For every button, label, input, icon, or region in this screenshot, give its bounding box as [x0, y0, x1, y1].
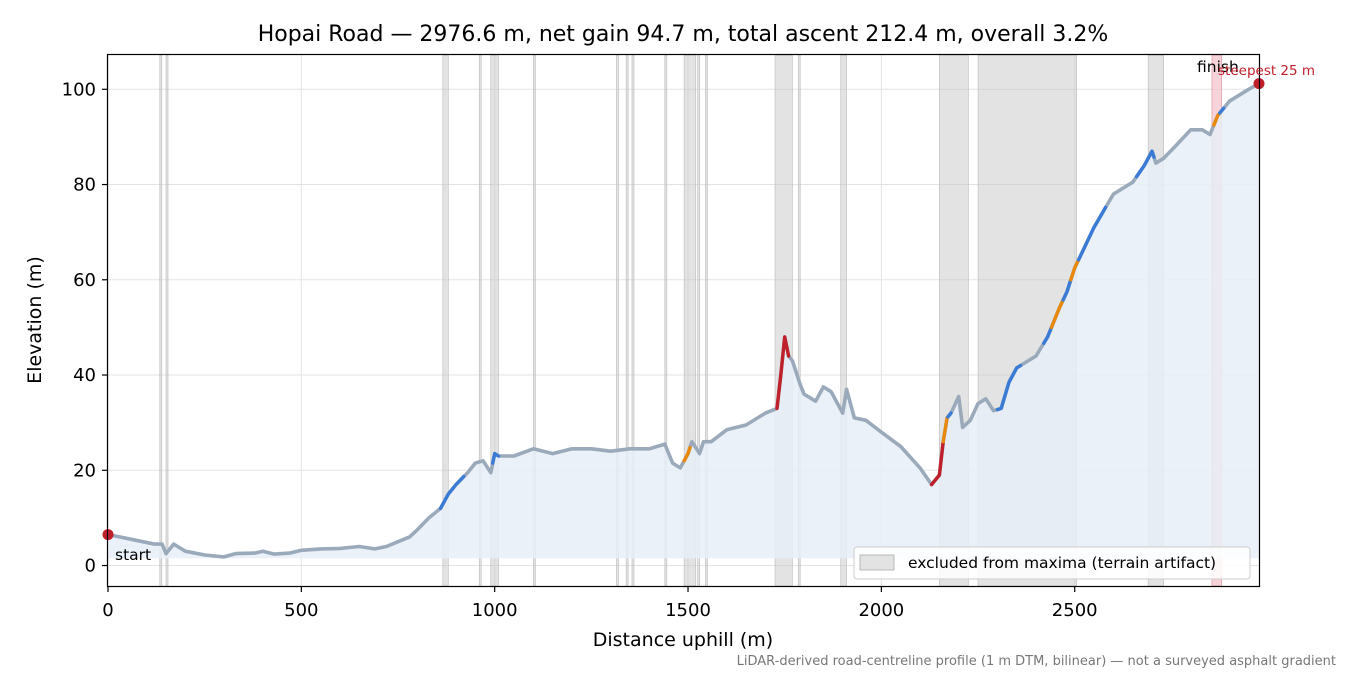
gradient-segment-moderate [1042, 325, 1054, 345]
y-tick-label: 0 [85, 556, 96, 577]
gradient-segment-moderate [1076, 205, 1108, 262]
x-tick-label: 2500 [1052, 600, 1098, 621]
y-tick-label: 40 [73, 365, 96, 386]
gradient-segment-steep [682, 446, 692, 463]
excluded-band [159, 54, 163, 587]
legend-swatch [859, 554, 895, 571]
x-axis-ticks: 0 500 1000 1500 2000 2500 [102, 586, 1098, 621]
gradient-segments [438, 106, 1226, 511]
y-tick-label: 60 [73, 270, 96, 291]
gradient-segment-moderate [1134, 156, 1150, 179]
y-axis-label: Elevation (m) [24, 256, 46, 384]
legend-label: excluded from maxima (terrain artifact) [908, 554, 1216, 572]
gradient-segment-moderate [491, 451, 501, 465]
x-tick-label: 1000 [472, 600, 518, 621]
gradient-segment-moderate [438, 474, 466, 511]
gradient-segment-very-steep [929, 440, 945, 487]
chart-title: Hopai Road — 2976.6 m, net gain 94.7 m, … [258, 22, 1109, 47]
plot-frame [106, 53, 1261, 588]
excluded-band [165, 54, 169, 587]
start-annotation: start [115, 546, 151, 564]
footnote: LiDAR-derived road-centreline profile (1… [737, 654, 1336, 669]
gradient-segment-steep [1049, 298, 1065, 330]
y-tick-label: 100 [62, 79, 96, 100]
gradient-segment-very-steep [775, 335, 791, 411]
gradient-segment-steep [1069, 258, 1081, 282]
x-tick-label: 1500 [665, 600, 711, 621]
y-tick-label: 20 [73, 460, 96, 481]
x-tick-label: 0 [102, 600, 113, 621]
y-axis-ticks: 0 20 40 60 80 100 [62, 79, 108, 577]
finish-annotation: finish [1197, 58, 1239, 76]
legend-box [853, 546, 1251, 580]
gradient-segment-moderate [995, 363, 1023, 412]
steepest-annotation: steepest 25 m [1218, 63, 1315, 79]
x-axis-label: Distance uphill (m) [593, 629, 773, 651]
x-tick-label: 2000 [858, 600, 904, 621]
gradient-segment-moderate [946, 411, 953, 419]
y-tick-label: 80 [73, 175, 96, 196]
profile-area-fill [108, 83, 1259, 559]
gradient-segment-moderate [1061, 278, 1073, 302]
legend: excluded from maxima (terrain artifact) [853, 546, 1251, 580]
x-tick-label: 500 [284, 600, 318, 621]
gradient-segment-moderate [1218, 106, 1226, 115]
gradient-segment-moderate [1146, 149, 1156, 160]
